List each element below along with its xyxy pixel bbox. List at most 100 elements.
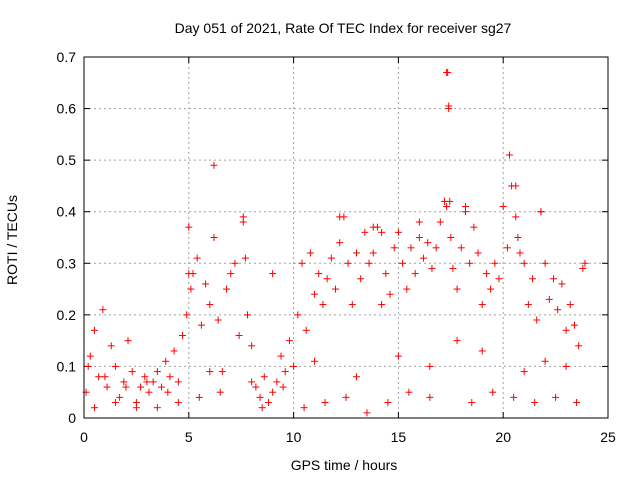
- data-point: [415, 218, 423, 226]
- data-point: [223, 285, 231, 293]
- data-point: [185, 223, 193, 231]
- data-point: [311, 290, 319, 298]
- data-point: [399, 259, 407, 267]
- data-point: [239, 218, 247, 226]
- data-point: [405, 388, 413, 396]
- data-point: [279, 383, 287, 391]
- data-point: [361, 228, 369, 236]
- data-point: [520, 259, 528, 267]
- data-point: [319, 301, 327, 309]
- data-point: [537, 208, 545, 216]
- data-point: [491, 259, 499, 267]
- data-point: [478, 347, 486, 355]
- data-point: [579, 264, 587, 272]
- plot-frame: [83, 56, 609, 419]
- data-point: [436, 218, 444, 226]
- data-point: [446, 197, 454, 205]
- data-point: [281, 368, 289, 376]
- data-point: [183, 311, 191, 319]
- data-point: [111, 362, 119, 370]
- x-tick-label: 25: [600, 429, 616, 445]
- chart-title: Day 051 of 2021, Rate Of TEC Index for r…: [175, 20, 512, 36]
- x-axis-title: GPS time / hours: [291, 457, 398, 473]
- data-point: [447, 234, 455, 241]
- data-point: [378, 228, 386, 236]
- data-point: [545, 295, 553, 303]
- data-point: [443, 203, 451, 211]
- data-point: [149, 378, 157, 386]
- x-tick-label: 20: [495, 429, 511, 445]
- x-tick-label: 10: [286, 429, 302, 445]
- data-point: [166, 373, 174, 381]
- data-point: [470, 223, 478, 231]
- data-point: [197, 321, 205, 329]
- data-point: [116, 393, 124, 401]
- data-point: [174, 378, 182, 386]
- data-point: [111, 399, 119, 407]
- data-point: [407, 244, 415, 252]
- data-point: [566, 301, 574, 309]
- data-point: [128, 368, 136, 376]
- data-point: [524, 301, 532, 309]
- data-point: [516, 249, 524, 257]
- data-point: [306, 249, 314, 257]
- data-point: [214, 316, 222, 324]
- data-point: [187, 285, 195, 293]
- data-point: [124, 337, 132, 345]
- data-point: [461, 208, 469, 216]
- data-point: [384, 399, 392, 407]
- y-axis-title: ROTI / TECUs: [4, 195, 20, 285]
- data-point: [269, 388, 277, 396]
- data-point: [258, 404, 266, 412]
- data-point: [185, 270, 193, 278]
- y-tick-label: 0.1: [57, 358, 77, 374]
- x-tick-label: 0: [80, 429, 88, 445]
- data-point: [321, 399, 329, 407]
- data-point: [235, 331, 243, 339]
- data-point: [426, 393, 434, 401]
- data-point: [453, 285, 461, 293]
- data-point: [581, 259, 589, 267]
- data-point: [216, 388, 224, 396]
- data-point: [248, 342, 256, 350]
- data-point: [241, 254, 249, 262]
- data-point: [227, 270, 235, 278]
- y-tick-label: 0.5: [57, 152, 77, 168]
- data-point: [487, 285, 495, 293]
- data-point: [369, 249, 377, 257]
- y-tick-label: 0.4: [57, 204, 77, 220]
- data-point: [562, 362, 570, 370]
- data-point: [273, 378, 281, 386]
- data-point: [352, 249, 360, 257]
- data-point: [206, 301, 214, 309]
- data-point: [170, 347, 178, 355]
- data-point: [141, 373, 149, 381]
- data-point: [499, 203, 507, 211]
- data-point: [554, 306, 562, 314]
- data-point: [120, 378, 128, 386]
- data-point: [348, 301, 356, 309]
- y-tick-label: 0.2: [57, 307, 77, 323]
- data-point: [426, 362, 434, 370]
- data-point: [143, 378, 151, 386]
- data-point: [137, 383, 145, 391]
- data-point: [145, 388, 153, 396]
- data-point: [449, 264, 457, 272]
- data-point: [86, 352, 94, 360]
- data-point: [342, 393, 350, 401]
- data-point: [231, 259, 239, 267]
- x-tick-label: 15: [391, 429, 407, 445]
- data-point: [99, 306, 107, 314]
- data-point: [158, 383, 166, 391]
- data-point: [298, 259, 306, 267]
- data-point: [390, 244, 398, 252]
- data-point: [352, 373, 360, 381]
- data-point: [107, 342, 115, 350]
- data-point: [529, 275, 537, 283]
- data-point: [478, 301, 486, 309]
- data-point: [327, 254, 335, 262]
- data-point: [315, 270, 323, 278]
- data-point: [520, 368, 528, 376]
- data-point: [302, 326, 310, 334]
- data-point: [336, 239, 344, 247]
